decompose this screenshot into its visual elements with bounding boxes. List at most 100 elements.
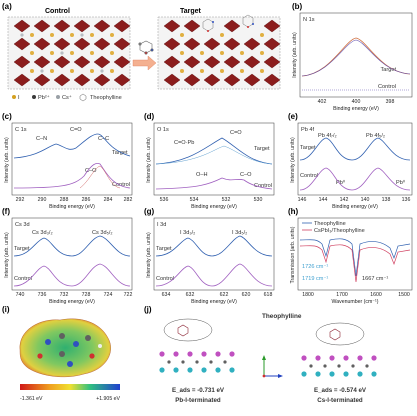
lead-legend-icon [32,95,36,99]
control-lattice-frame [7,16,131,90]
target-spectrum-g [155,235,273,257]
panel-f: (f) Cs 3d Cs 3d₃/₂ Cs 3d₅/₂ Target Contr… [2,207,132,305]
core-level-c: C 1s [15,127,27,133]
peak-e-pb0b: Pb⁰ [396,179,406,186]
control-label-b: Control [378,84,396,90]
core-level-g: I 3d [157,222,166,228]
control-spectrum-g [155,263,273,287]
panel-e: (e) Pb 4f Pb 4f₇/₂ Pb 4f₅/₂ Pb⁰ Pb⁰ Targ… [288,112,413,210]
f-tick-5: 722 [124,292,133,298]
target-lattice [163,14,281,87]
peak-d-copb: C=O·Pb [174,140,194,146]
e-tick-4: 138 [382,197,391,203]
panel-label-g: (g) [144,207,155,216]
peak-d-co: C=O [230,130,242,136]
b-tick-2: 398 [386,99,395,105]
peak-c-co: C=O [70,127,82,133]
c-tick-3: 286 [82,197,91,203]
h-legend-0: Theophylline [314,221,346,227]
d-ylabel: Intensity (arb. units) [146,137,152,183]
b-tick-1: 400 [352,99,361,105]
target-label-d: Target [254,146,270,152]
e-xlabel: Binding energy (eV) [332,204,378,210]
h-tick-1: 1700 [336,292,348,298]
c-tick-4: 284 [104,197,113,203]
control-label-c: Control [112,182,130,188]
g-tick-4: 618 [264,292,273,298]
g-tick-1: 632 [186,292,195,298]
target-spectrum-f [13,235,131,257]
h-xlabel: Wavenumber (cm⁻¹) [332,299,379,305]
panel-label-f: (f) [2,207,10,216]
panel-h: (h) Theophylline CsPbI₃/Theophylline 172… [288,207,413,305]
legend-i: I [18,95,20,101]
f-tick-1: 736 [38,292,47,298]
f-tick-2: 732 [60,292,69,298]
control-title: Control [45,8,70,15]
colorbar [20,384,120,390]
peak-d-oh: O–H [196,172,208,178]
peak-c-co2: C–O [85,168,97,174]
panel-label-i: (i) [2,305,10,314]
cbar-min: -1.361 eV [20,396,43,402]
right-termination: Cs-I-terminated [317,397,363,404]
panel-label-j: (j) [144,305,152,314]
c-xlabel: Binding energy (eV) [49,204,95,210]
e-ylabel: Intensity (arb. units) [290,137,296,183]
core-level-f: Cs 3d [15,222,30,228]
target-fit [301,39,411,77]
f-ylabel: Intensity (arb. units) [4,232,10,278]
peak-c-cc: C–C [98,136,109,142]
legend-theophylline: Theophylline [90,95,122,101]
peak-c-cn: C–N [36,136,47,142]
control-spectrum-f [13,263,131,287]
target-spectrum-e [299,137,411,161]
control-label-g: Control [156,276,174,282]
d-xlabel: Binding energy (eV) [191,204,237,210]
peak-g-32: I 3d₃/₂ [180,230,195,236]
cesium-legend-icon [56,95,60,99]
peak-h-1719: 1719 cm⁻¹ [302,276,328,282]
panel-d: (d) O 1s C=O C=O·Pb O–H C–O Target Contr… [144,112,275,210]
iodine-legend-icon [12,95,16,99]
panel-j: (j) Theophylline E_ads = -0.731 eV Pb-I-… [144,305,377,404]
e-tick-0: 146 [298,197,307,203]
control-label-e: Control [300,173,318,179]
panel-label-a: (a) [2,2,12,11]
right-energy: E_ads = -0.574 eV [314,387,367,394]
panel-i: (i) -1.361 eV +1.905 eV [2,305,121,402]
left-energy: E_ads = -0.731 eV [172,387,225,394]
h-ylabel: Transmission (arb. units) [290,226,296,283]
target-label-e: Target [300,145,316,151]
peak-f-52: Cs 3d₅/₂ [92,230,113,236]
h-tick-3: 1500 [398,292,410,298]
f-tick-3: 728 [82,292,91,298]
control-label-f: Control [14,276,32,282]
g-ylabel: Intensity (arb. units) [146,232,152,278]
d-tick-2: 532 [222,197,231,203]
panel-label-e: (e) [288,112,298,121]
target-spectrum [301,37,411,77]
panel-label-d: (d) [144,112,155,121]
peak-d-co2: C–O [240,172,252,178]
target-label-c: Target [112,150,128,156]
panel-b: (b) N 1s Target Control 402 400 398 Bind… [292,2,413,112]
esp-surface [19,318,111,378]
panel-label-c: (c) [2,112,12,121]
e-tick-5: 136 [402,197,411,203]
peak-e-pb0a: Pb⁰ [336,179,346,186]
target-spectrum-c [13,133,131,159]
panel-g: (g) I 3d I 3d₃/₂ I 3d₅/₂ Target Control … [144,207,275,305]
h-tick-0: 1800 [302,292,314,298]
axes-icon [262,355,283,378]
left-slab [159,351,235,373]
legend-a: I Pb²⁺ Cs⁺ Theophylline [12,93,122,102]
molecule-legend-icon [79,93,87,102]
h-legend-1: CsPbI₃/Theophylline [314,228,365,234]
b-xlabel: Binding energy (eV) [333,106,379,112]
g-xlabel: Binding energy (eV) [191,299,237,305]
target-spectrum-d [155,137,273,165]
e-tick-3: 140 [361,197,370,203]
core-level-e: Pb 4f [301,127,315,133]
